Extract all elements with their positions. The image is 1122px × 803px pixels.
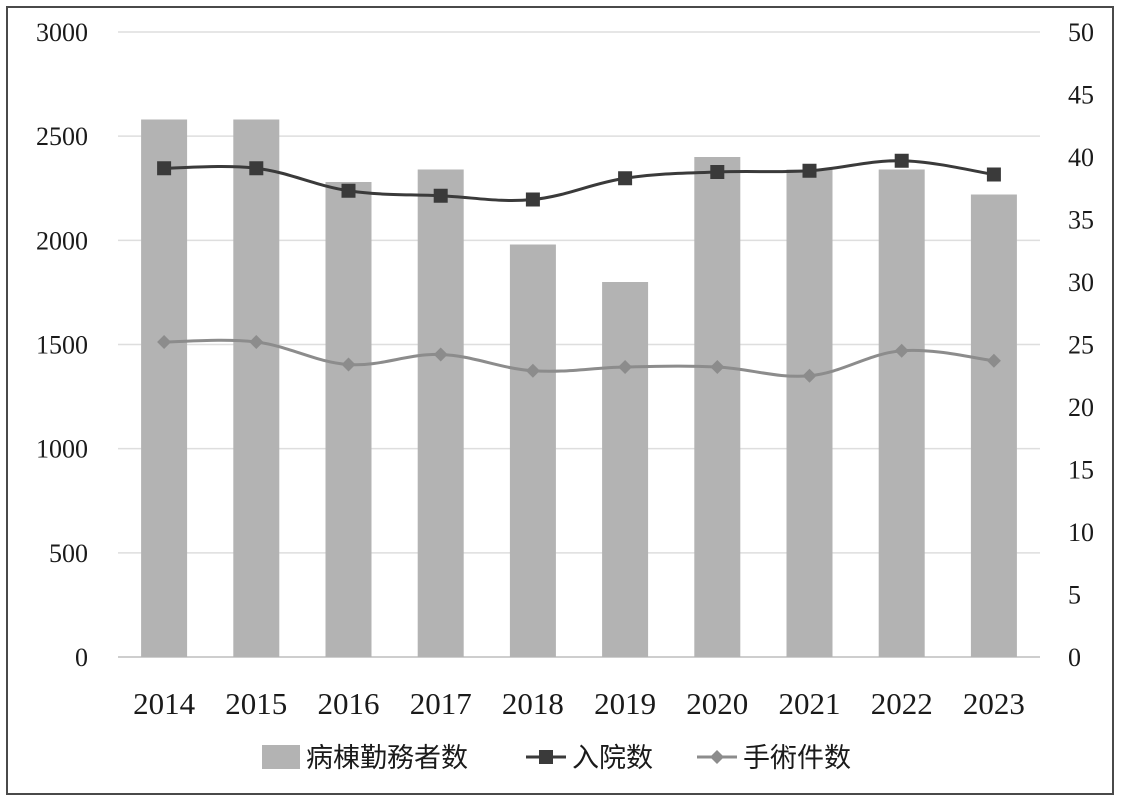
y-right-tick-label: 35 bbox=[1068, 206, 1094, 235]
y-right-tick-label: 30 bbox=[1068, 268, 1094, 297]
x-axis: 2014 2015 2016 2017 2018 2019 2020 2021 2022 2023 bbox=[133, 686, 1025, 721]
y-left-tick-label: 500 bbox=[49, 539, 88, 568]
data-point-diamond bbox=[433, 347, 448, 362]
data-point-diamond bbox=[341, 357, 356, 372]
bar bbox=[233, 119, 280, 657]
y-left-tick-label: 0 bbox=[75, 643, 88, 672]
bar bbox=[970, 194, 1017, 657]
data-point-square bbox=[525, 192, 540, 207]
data-point-square bbox=[618, 171, 633, 186]
data-point-square bbox=[710, 165, 725, 179]
y-right-tick-label: 40 bbox=[1068, 143, 1094, 172]
y-left-tick-label: 3000 bbox=[36, 18, 88, 47]
y-right-tick-label: 10 bbox=[1068, 518, 1094, 547]
y-right-tick-label: 15 bbox=[1068, 456, 1094, 485]
bars bbox=[141, 119, 1017, 657]
bar bbox=[878, 169, 925, 657]
bar bbox=[786, 169, 833, 657]
x-tick-label: 2021 bbox=[779, 686, 841, 721]
right-y-axis: 0 5 10 15 20 25 30 35 40 45 50 bbox=[1068, 18, 1094, 672]
legend-label-line-1: 入院数 bbox=[572, 743, 653, 774]
bar bbox=[325, 182, 372, 657]
bar bbox=[141, 119, 188, 657]
bar bbox=[509, 244, 556, 657]
y-left-tick-label: 2500 bbox=[36, 122, 88, 151]
bar bbox=[602, 282, 649, 657]
x-tick-label: 2015 bbox=[225, 686, 287, 721]
data-point-diamond bbox=[986, 353, 1001, 368]
y-right-tick-label: 20 bbox=[1068, 393, 1094, 422]
data-point-diamond bbox=[157, 335, 172, 349]
series-line bbox=[164, 338, 995, 378]
legend-marker-diamond bbox=[710, 750, 724, 764]
data-point-diamond bbox=[802, 368, 817, 383]
x-tick-label: 2016 bbox=[318, 686, 380, 721]
y-left-tick-label: 2000 bbox=[36, 226, 88, 255]
data-point-square bbox=[341, 183, 356, 198]
y-left-tick-label: 1500 bbox=[36, 331, 88, 360]
series-line bbox=[164, 159, 995, 202]
y-right-tick-label: 25 bbox=[1068, 331, 1094, 360]
data-point-square bbox=[249, 161, 264, 176]
y-right-tick-label: 45 bbox=[1068, 81, 1094, 110]
x-tick-label: 2022 bbox=[871, 686, 933, 721]
data-point-diamond bbox=[618, 360, 633, 374]
legend-label-bar: 病棟勤務者数 bbox=[306, 743, 468, 774]
y-right-tick-label: 0 bbox=[1068, 643, 1081, 672]
data-point-diamond bbox=[710, 360, 725, 374]
legend: 病棟勤務者数 入院数 手術件数 bbox=[262, 743, 851, 774]
x-tick-label: 2023 bbox=[963, 686, 1025, 721]
data-point-square bbox=[986, 167, 1001, 182]
data-point-square bbox=[433, 188, 448, 203]
data-point-square bbox=[894, 153, 909, 168]
x-tick-label: 2014 bbox=[133, 686, 196, 721]
legend-label-line-2: 手術件数 bbox=[743, 743, 851, 774]
data-point-diamond bbox=[894, 343, 909, 358]
data-point-square bbox=[802, 163, 817, 178]
x-tick-label: 2019 bbox=[594, 686, 656, 721]
legend-marker-square bbox=[539, 750, 553, 764]
data-point-diamond bbox=[525, 363, 540, 378]
x-tick-label: 2017 bbox=[410, 686, 472, 721]
line-series bbox=[157, 153, 1001, 383]
left-y-axis: 0 500 1000 1500 2000 2500 3000 bbox=[36, 18, 88, 672]
y-left-tick-label: 1000 bbox=[36, 435, 88, 464]
y-right-tick-label: 50 bbox=[1068, 18, 1094, 47]
x-tick-label: 2018 bbox=[502, 686, 564, 721]
x-tick-label: 2020 bbox=[686, 686, 748, 721]
data-point-square bbox=[157, 161, 172, 176]
chart-frame bbox=[6, 6, 1114, 795]
legend-swatch-bar bbox=[262, 745, 300, 769]
y-right-tick-label: 5 bbox=[1068, 581, 1081, 610]
bar bbox=[694, 157, 741, 657]
data-point-diamond bbox=[249, 335, 264, 349]
bar bbox=[417, 169, 464, 657]
